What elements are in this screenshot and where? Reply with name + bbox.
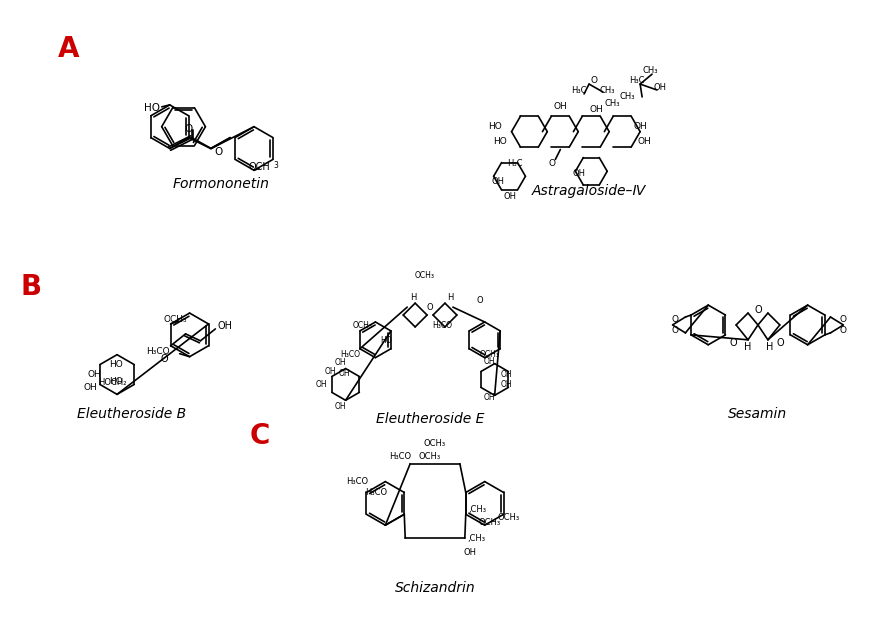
Text: Schizandrin: Schizandrin: [395, 581, 475, 595]
Text: OCH₃: OCH₃: [498, 512, 520, 522]
Text: OCH₃: OCH₃: [479, 518, 500, 527]
Text: OH: OH: [335, 402, 346, 411]
Text: OH: OH: [88, 370, 102, 379]
Text: Eleutheroside B: Eleutheroside B: [77, 407, 186, 421]
Text: O: O: [776, 338, 784, 348]
Text: OH: OH: [590, 105, 603, 114]
Text: OH: OH: [554, 102, 567, 111]
Text: OH: OH: [637, 137, 651, 146]
Text: HOCH₂: HOCH₂: [98, 378, 126, 387]
Text: ‚CH₃: ‚CH₃: [468, 534, 486, 543]
Text: OCH₃: OCH₃: [419, 452, 441, 461]
Text: H: H: [410, 293, 416, 302]
Text: CH₃: CH₃: [620, 93, 635, 102]
Text: H₃CO: H₃CO: [432, 321, 452, 330]
Text: A: A: [58, 35, 79, 63]
Text: OH: OH: [325, 367, 337, 376]
Text: HO: HO: [493, 137, 507, 146]
Text: H: H: [766, 342, 774, 351]
Text: CH₃: CH₃: [599, 86, 614, 95]
Text: OH: OH: [484, 393, 495, 402]
Text: OCH: OCH: [248, 162, 270, 173]
Text: Eleutheroside E: Eleutheroside E: [376, 412, 484, 426]
Text: O: O: [754, 305, 762, 315]
Text: ‚CH₃: ‚CH₃: [469, 505, 486, 514]
Text: HO: HO: [109, 377, 123, 386]
Text: OCH₃: OCH₃: [353, 321, 373, 330]
Text: OH: OH: [335, 358, 346, 367]
Text: CH₃: CH₃: [642, 66, 658, 75]
Text: HO: HO: [144, 103, 160, 113]
Text: OH: OH: [500, 380, 513, 389]
Text: OH: OH: [503, 192, 516, 201]
Text: OH: OH: [654, 82, 667, 91]
Text: OH: OH: [83, 383, 97, 392]
Text: H: H: [745, 342, 752, 351]
Text: OH: OH: [500, 370, 513, 379]
Text: H₃CO: H₃CO: [366, 488, 388, 497]
Text: C: C: [249, 422, 270, 450]
Text: OCH₃: OCH₃: [164, 314, 187, 323]
Text: H₃CO: H₃CO: [389, 452, 411, 461]
Text: O: O: [214, 148, 222, 157]
Text: 3: 3: [274, 161, 278, 170]
Text: HO: HO: [109, 360, 123, 369]
Text: Sesamin: Sesamin: [728, 407, 788, 421]
Text: OH: OH: [339, 369, 350, 378]
Text: O
O: O O: [840, 315, 847, 335]
Text: H₃CO: H₃CO: [346, 477, 368, 486]
Text: O: O: [549, 159, 556, 168]
Text: OCH₃: OCH₃: [424, 440, 446, 449]
Text: H₃CO: H₃CO: [146, 347, 170, 356]
Text: Formononetin: Formononetin: [173, 177, 270, 191]
Text: OH: OH: [491, 177, 504, 186]
Text: OH: OH: [316, 380, 328, 389]
Text: O: O: [591, 75, 598, 84]
Text: H₃C: H₃C: [629, 75, 645, 84]
Text: B: B: [21, 273, 42, 301]
Text: O: O: [729, 338, 737, 348]
Text: O: O: [161, 354, 169, 364]
Text: H₃C: H₃C: [507, 159, 522, 168]
Text: OH: OH: [634, 122, 647, 131]
Text: OH: OH: [218, 321, 233, 331]
Text: HO: HO: [487, 122, 501, 131]
Text: HO: HO: [380, 336, 392, 345]
Text: O: O: [185, 124, 192, 134]
Text: OCH₃: OCH₃: [415, 271, 435, 280]
Text: Astragaloside–Ⅳ: Astragaloside–Ⅳ: [532, 184, 646, 198]
Text: H: H: [447, 293, 453, 302]
Text: H₃CO: H₃CO: [340, 350, 360, 359]
Text: O
O: O O: [672, 315, 679, 335]
Text: CH₃: CH₃: [605, 100, 620, 109]
Text: OH: OH: [484, 357, 495, 366]
Text: H₃C: H₃C: [571, 86, 587, 95]
Text: O: O: [476, 296, 483, 305]
Text: OCH₃: OCH₃: [480, 350, 500, 359]
Text: OH: OH: [573, 169, 586, 178]
Text: OH: OH: [463, 548, 476, 557]
Text: O: O: [427, 303, 433, 312]
